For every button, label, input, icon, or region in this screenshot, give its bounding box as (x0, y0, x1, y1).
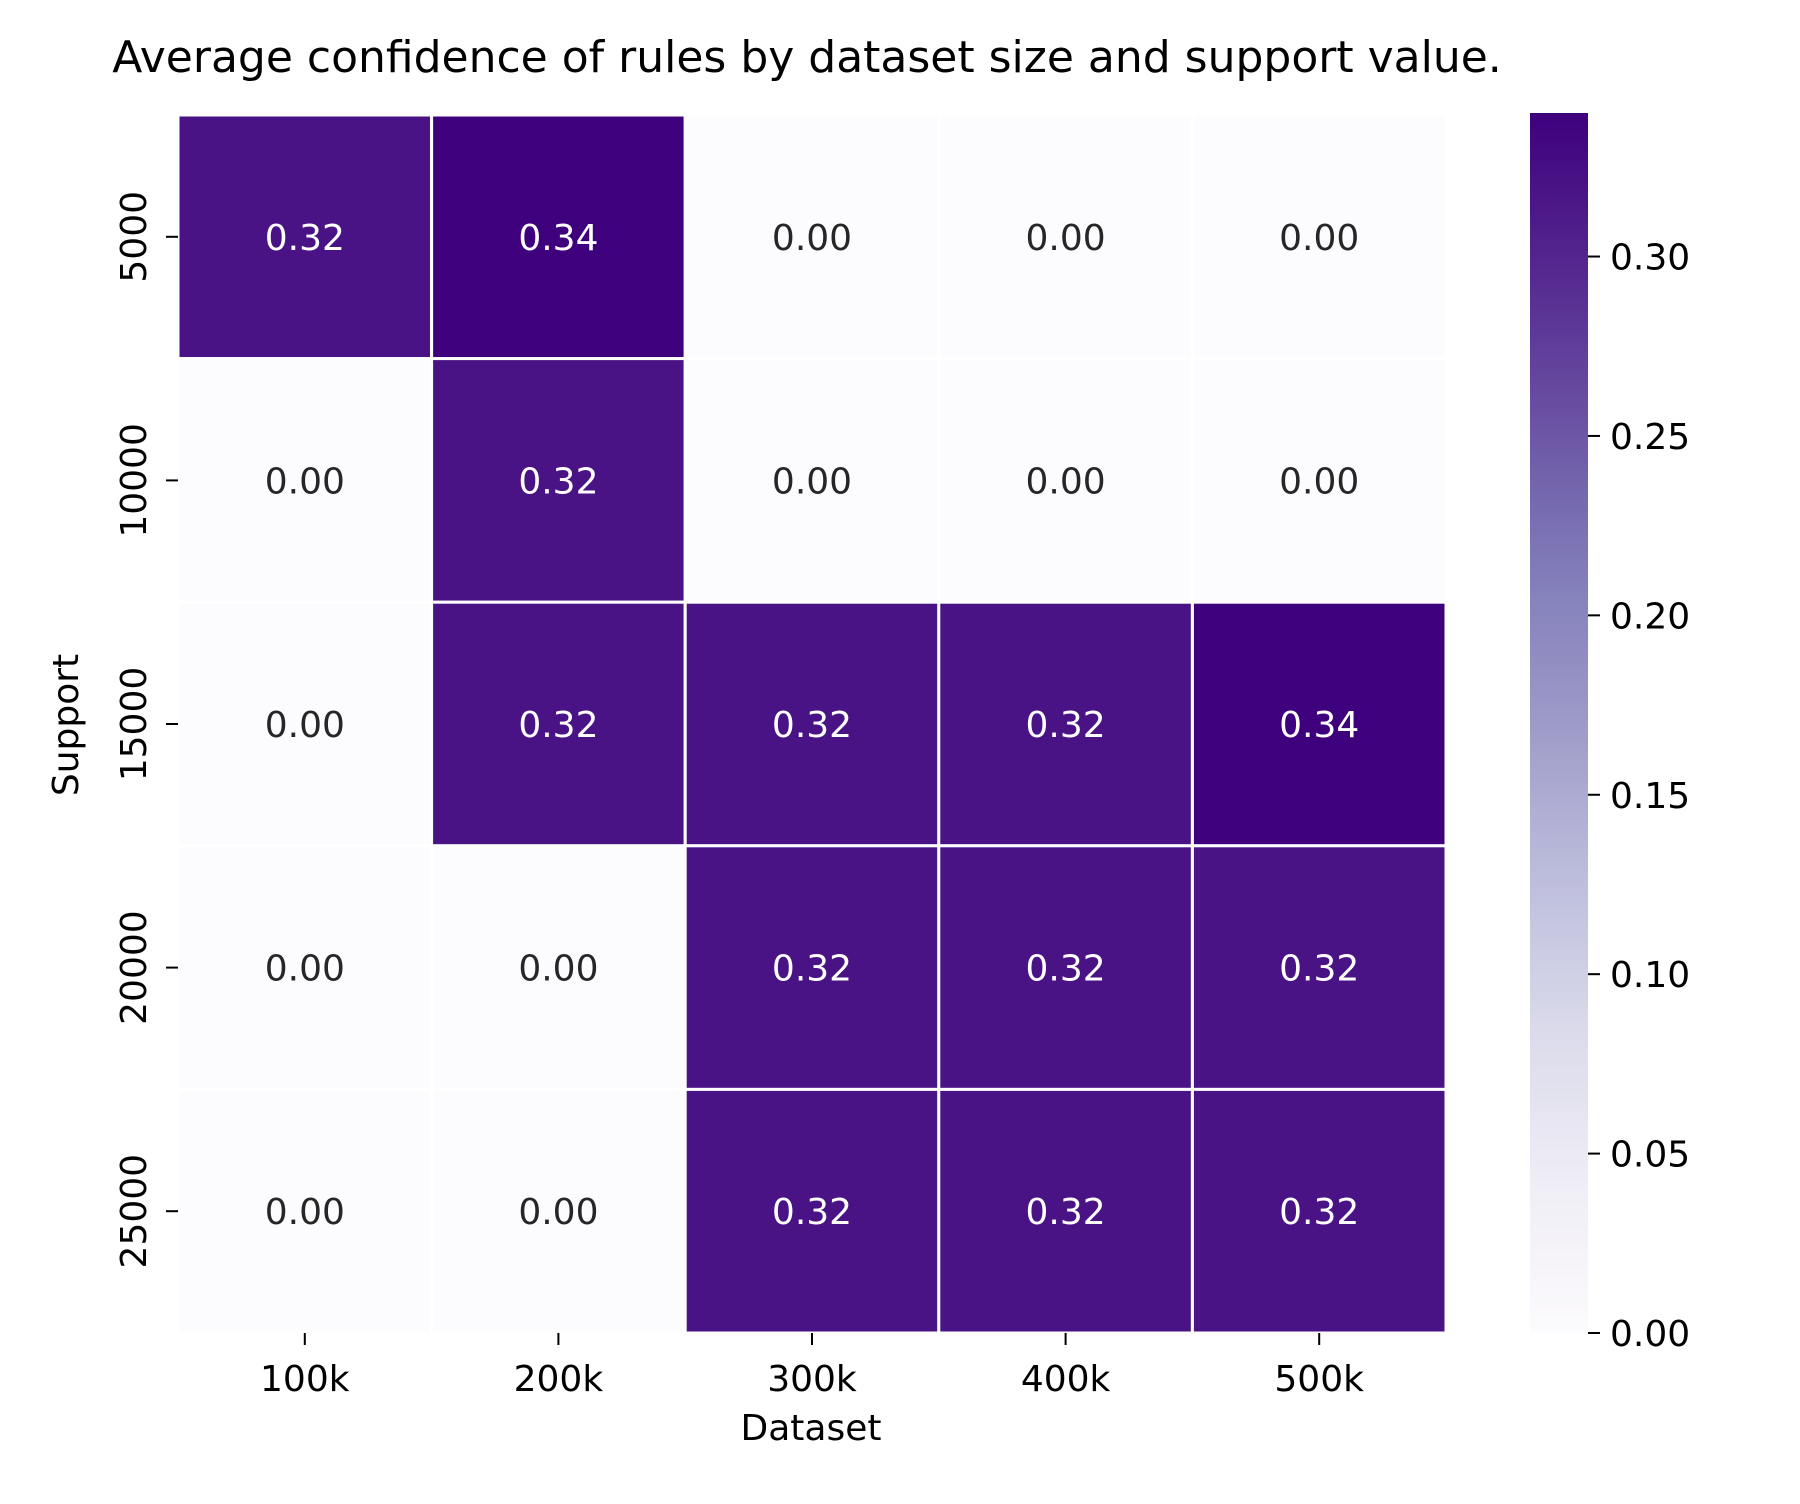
colorbar-tick-label: 0.30 (1610, 238, 1690, 279)
colorbar-tick-label: 0.10 (1610, 955, 1690, 996)
cell-value-label: 0.34 (518, 218, 598, 259)
cell-value-label: 0.00 (1026, 218, 1106, 259)
heatmap-cell (1190, 357, 1448, 604)
x-tick-label: 300k (767, 1359, 857, 1400)
heatmap-cell (683, 1087, 941, 1335)
heatmap-cell (430, 113, 687, 361)
cell-value-label: 0.00 (265, 949, 345, 990)
cell-value-label: 0.32 (1279, 949, 1359, 990)
y-tick-label: 25000 (114, 1154, 155, 1269)
heatmap-cell (683, 113, 941, 361)
colorbar-tick-label: 0.20 (1610, 596, 1690, 637)
heatmap-cells: 0.32 0.34 0.00 0.00 0.00 0.00 0.32 0.00 0.00 0.00… (176, 113, 1448, 1335)
chart-title: Average confidence of rules by dataset s… (112, 32, 1502, 83)
y-axis-label: Support (46, 654, 87, 796)
heatmap-cell (430, 1087, 687, 1335)
cell-value-label: 0.32 (1026, 949, 1106, 990)
y-tick-label: 5000 (114, 191, 155, 283)
cell-value-label: 0.32 (1279, 1192, 1359, 1233)
heatmap-cell (1190, 113, 1448, 361)
y-tick-label: 20000 (114, 910, 155, 1025)
cell-value-label: 0.00 (265, 1192, 345, 1233)
y-axis: 5000 10000 15000 20000 25000 (114, 191, 178, 1268)
heatmap-cell (430, 844, 687, 1091)
cell-value-label: 0.00 (265, 705, 345, 746)
y-tick-label: 10000 (114, 423, 155, 538)
heatmap-cell (1190, 1087, 1448, 1335)
cell-value-label: 0.32 (518, 705, 598, 746)
colorbar-tick-label: 0.05 (1610, 1135, 1690, 1176)
cell-value-label: 0.00 (772, 461, 852, 502)
heatmap-cell (937, 600, 1194, 848)
cell-value-label: 0.00 (265, 461, 345, 502)
cell-value-label: 0.34 (1279, 705, 1359, 746)
cell-value-label: 0.32 (772, 1192, 852, 1233)
colorbar-gradient (1530, 113, 1588, 1333)
x-tick-label: 400k (1021, 1359, 1111, 1400)
heatmap-cell (430, 600, 687, 848)
heatmap-cell (683, 844, 941, 1091)
x-axis-label: Dataset (741, 1408, 882, 1449)
cell-value-label: 0.32 (772, 949, 852, 990)
cell-value-label: 0.00 (772, 218, 852, 259)
cell-value-label: 0.32 (772, 705, 852, 746)
x-tick-label: 100k (260, 1359, 350, 1400)
cell-value-label: 0.00 (1026, 461, 1106, 502)
colorbar-tick-label: 0.00 (1610, 1314, 1690, 1355)
colorbar-tick-label: 0.15 (1610, 776, 1690, 817)
heatmap-cell (937, 113, 1194, 361)
heatmap-cell (1190, 844, 1448, 1091)
cell-value-label: 0.32 (1026, 705, 1106, 746)
y-tick-label: 15000 (114, 667, 155, 782)
heatmap-cell (1190, 600, 1448, 848)
x-axis: 100k 200k 300k 400k 500k (260, 1333, 1364, 1400)
cell-value-label: 0.32 (265, 218, 345, 259)
x-tick-label: 200k (514, 1359, 604, 1400)
cell-value-label: 0.00 (1279, 218, 1359, 259)
heatmap-cell (176, 357, 434, 604)
cell-value-label: 0.32 (1026, 1192, 1106, 1233)
cell-value-label: 0.00 (518, 1192, 598, 1233)
colorbar: 0.00 0.05 0.10 0.15 0.20 0.25 0.30 (1530, 113, 1690, 1355)
heatmap-cell (683, 357, 941, 604)
colorbar-tick-label: 0.25 (1610, 417, 1690, 458)
heatmap-cell (176, 113, 434, 361)
cell-value-label: 0.32 (518, 461, 598, 502)
x-tick-label: 500k (1274, 1359, 1364, 1400)
heatmap-cell (176, 1087, 434, 1335)
cell-value-label: 0.00 (518, 949, 598, 990)
heatmap-cell (937, 844, 1194, 1091)
cell-value-label: 0.00 (1279, 461, 1359, 502)
heatmap-cell (683, 600, 941, 848)
